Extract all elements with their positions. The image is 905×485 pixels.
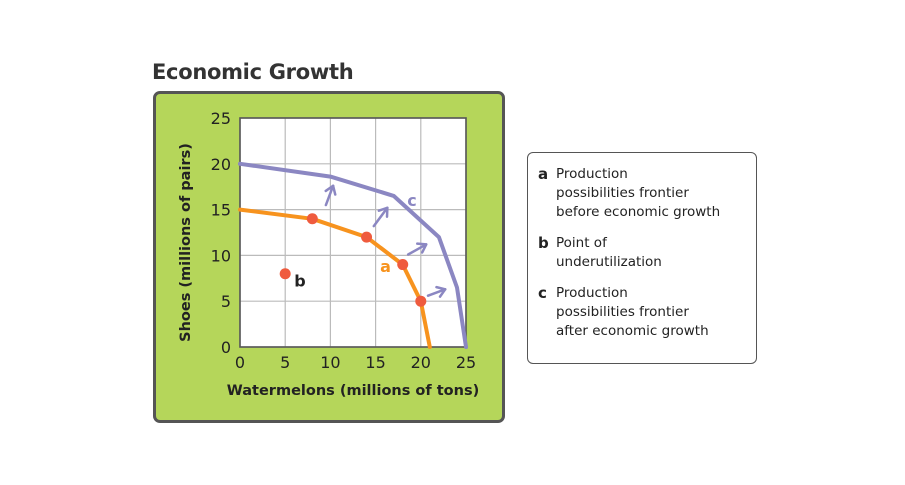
y-tick-label: 15	[211, 201, 231, 220]
legend-line: Production	[556, 166, 628, 182]
legend-text-c: Production possibilities frontier after …	[556, 284, 709, 341]
legend-line: possibilities frontier	[556, 185, 689, 201]
series-line-c	[238, 161, 468, 349]
growth-arrow	[406, 243, 428, 256]
growth-arrow	[372, 206, 389, 228]
x-tick-label: 10	[320, 353, 340, 372]
legend-line: possibilities frontier	[556, 304, 689, 320]
x-tick-label: 0	[235, 353, 245, 372]
series-point-a	[361, 231, 373, 243]
legend-line: underutilization	[556, 254, 662, 270]
legend-text-b: Point of underutilization	[556, 234, 662, 272]
growth-arrow-head	[324, 184, 337, 196]
x-tick-label: 5	[280, 353, 290, 372]
y-tick-label: 0	[221, 338, 231, 357]
annotation-label-b: b	[294, 272, 305, 291]
annotation-label-a: a	[380, 257, 391, 276]
plot-border	[239, 117, 467, 348]
y-tick-label: 20	[211, 155, 231, 174]
point-b	[279, 268, 291, 280]
growth-arrow	[426, 288, 447, 297]
legend-item-c: c Production possibilities frontier afte…	[538, 284, 746, 341]
legend: a Production possibilities frontier befo…	[527, 152, 757, 364]
y-axis-label: Shoes (millions of pairs)	[178, 143, 194, 342]
legend-line: Production	[556, 285, 628, 301]
legend-item-a: a Production possibilities frontier befo…	[538, 165, 746, 222]
series-point-a	[397, 259, 409, 271]
y-tick-label: 25	[211, 109, 231, 128]
legend-line: after economic growth	[556, 323, 709, 339]
growth-arrow-head	[377, 206, 389, 219]
legend-key-b: b	[538, 234, 549, 252]
x-tick-label: 20	[411, 353, 431, 372]
legend-key-c: c	[538, 284, 547, 302]
legend-line: Point of	[556, 235, 607, 251]
growth-arrow-head	[435, 285, 447, 298]
chart-title: Economic Growth	[152, 60, 354, 84]
x-axis-label: Watermelons (millions of tons)	[227, 383, 479, 399]
legend-text-a: Production possibilities frontier before…	[556, 165, 720, 222]
x-tick-label: 25	[456, 353, 476, 372]
series-point-a	[306, 213, 318, 225]
y-tick-label: 5	[221, 292, 231, 311]
y-tick-label: 10	[211, 246, 231, 265]
annotation-label-c: c	[407, 191, 416, 210]
legend-line: before economic growth	[556, 204, 721, 220]
series-point-a	[415, 295, 427, 307]
series-line-a	[238, 207, 432, 349]
growth-arrow-head	[416, 242, 428, 254]
legend-key-a: a	[538, 165, 549, 183]
legend-item-b: b Point of underutilization	[538, 234, 746, 272]
x-tick-label: 15	[365, 353, 385, 372]
growth-arrow	[324, 184, 335, 207]
